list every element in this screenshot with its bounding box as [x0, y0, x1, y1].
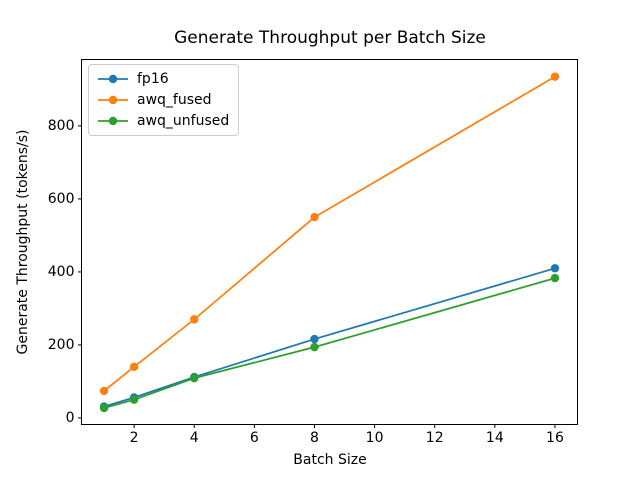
y-axis-label: Generate Throughput (tokens/s)	[15, 129, 31, 355]
data-point-awq_fused	[310, 212, 319, 222]
data-point-fp16	[550, 264, 560, 273]
legend-marker-awq_unfused	[98, 116, 128, 126]
data-point-awq_unfused	[99, 403, 109, 413]
series-line-awq_unfused	[103, 277, 556, 409]
data-point-fp16	[310, 334, 319, 344]
legend-item-awq_fused: awq_fused	[98, 91, 229, 109]
legend-label-awq_fused: awq_fused	[137, 92, 212, 108]
y-tick-label: 0	[66, 410, 75, 426]
x-tick-label: 2	[130, 430, 139, 446]
legend-item-awq_unfused: awq_unfused	[98, 112, 229, 130]
chart-title: Generate Throughput per Batch Size	[174, 28, 486, 48]
x-tick-label: 16	[546, 430, 564, 446]
data-point-awq_fused	[190, 315, 199, 324]
data-point-awq_fused	[129, 362, 139, 372]
x-tick-label: 14	[486, 430, 504, 446]
y-tick-label: 600	[48, 191, 75, 207]
data-point-awq_unfused	[550, 273, 560, 283]
data-point-awq_unfused	[310, 342, 319, 352]
y-tick-label: 400	[48, 264, 75, 280]
legend-label-awq_unfused: awq_unfused	[137, 113, 230, 129]
y-tick-label: 200	[48, 337, 75, 353]
legend-marker-awq_fused	[98, 95, 128, 105]
x-tick-label: 8	[310, 430, 319, 446]
data-point-awq_fused	[99, 386, 109, 396]
data-point-awq_fused	[550, 72, 560, 81]
x-tick-label: 4	[190, 430, 199, 446]
y-tick-label: 800	[48, 118, 75, 134]
legend-item-fp16: fp16	[98, 70, 229, 88]
data-point-awq_unfused	[129, 395, 139, 404]
data-point-awq_unfused	[190, 373, 199, 383]
legend-marker-fp16	[98, 74, 128, 84]
legend: fp16 awq_fused awq_unfused	[88, 64, 240, 136]
x-tick-label: 10	[366, 430, 384, 446]
x-tick-label: 12	[426, 430, 444, 446]
axes-spines	[81, 59, 578, 425]
x-tick-label: 6	[250, 430, 259, 446]
legend-label-fp16: fp16	[137, 71, 169, 87]
x-axis-label: Batch Size	[293, 452, 367, 468]
